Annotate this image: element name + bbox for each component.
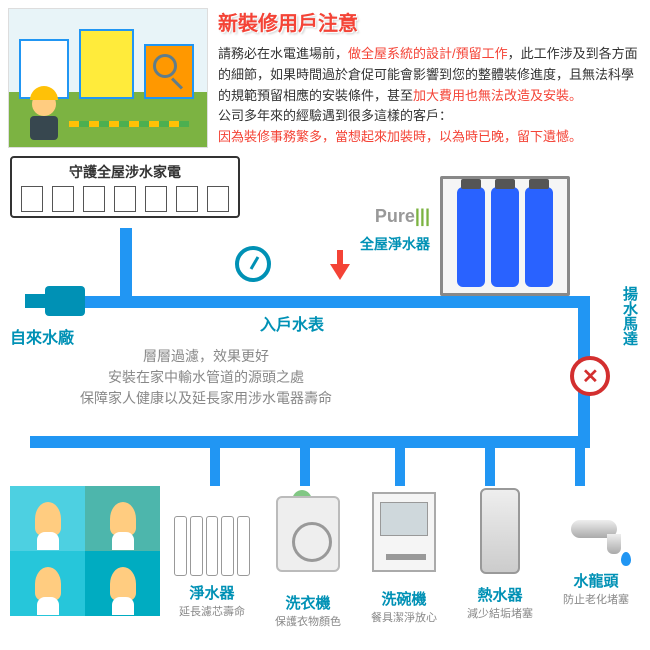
water-system-diagram: 守護全屋涉水家電 自來水廠 入戶水表 Pure||| 全屋淨水器 揚水馬達 層層… [0, 156, 650, 626]
valve-icon [330, 264, 350, 280]
tub-icon [114, 186, 136, 212]
plant-label: 自來水廠 [10, 324, 74, 348]
device-faucet: 水龍頭防止老化堵塞 [552, 486, 640, 629]
pipe [485, 446, 495, 486]
heater-icon [207, 186, 229, 212]
sink-icon [83, 186, 105, 212]
pipe [575, 446, 585, 486]
water-meter-icon [235, 246, 271, 282]
renovation-illustration [8, 8, 208, 148]
dispenser-icon [176, 186, 198, 212]
device-row: 淨水器延長濾芯壽命 洗衣機保護衣物顏色 洗碗機餐具潔淨放心 熱水器減少結垢堵塞 … [10, 486, 640, 629]
pipe [210, 446, 220, 486]
washer-icon [52, 186, 74, 212]
toilet-icon [21, 186, 43, 212]
lifestyle-grid [10, 486, 160, 616]
header-text: 新裝修用戶注意 請務必在水電進場前，做全屋系統的設計/預留工作，此工作涉及到各方… [218, 8, 642, 148]
water-plant-icon [45, 286, 85, 316]
pipe [120, 228, 132, 298]
pipe [300, 446, 310, 486]
device-dishwasher: 洗碗機餐具潔淨放心 [360, 486, 448, 629]
mid-description: 層層過濾，效果更好安裝在家中輸水管道的源頭之處保障家人健康以及延長家用涉水電器壽… [80, 346, 332, 409]
pump-label: 揚水馬達 [619, 286, 640, 346]
device-purifier: 淨水器延長濾芯壽命 [168, 486, 256, 629]
device-heater: 熱水器減少結垢堵塞 [456, 486, 544, 629]
meter-label: 入戶水表 [260, 311, 324, 335]
whole-house-filter [440, 176, 570, 306]
radiator-icon [145, 186, 167, 212]
appliance-box: 守護全屋涉水家電 [10, 156, 240, 218]
pipe [395, 446, 405, 486]
pump-stop-icon [570, 356, 610, 396]
page-title: 新裝修用戶注意 [218, 8, 642, 40]
filter-label: 全屋淨水器 [360, 234, 430, 254]
device-washer: 洗衣機保護衣物顏色 [264, 486, 352, 629]
pipe [30, 436, 590, 448]
pure-logo: Pure||| [375, 206, 430, 227]
